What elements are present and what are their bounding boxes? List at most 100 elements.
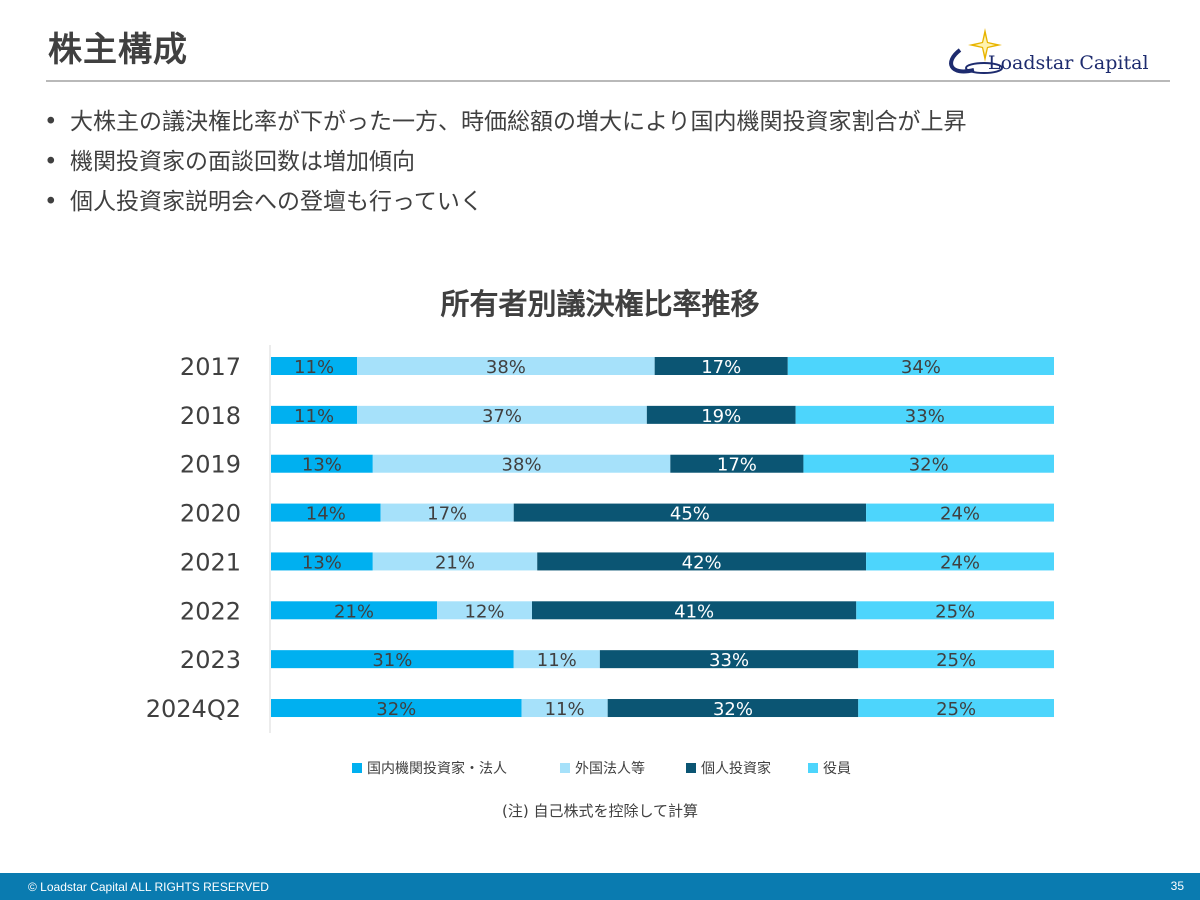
y-tick-label: 2020 <box>180 500 241 528</box>
stacked-bar-chart: 2017 11% 38% 17% 34% 2018 11% 37% 19% 33% 2019 13% 3… <box>146 345 1054 777</box>
y-tick-label: 2023 <box>180 646 241 674</box>
data-label: 13% <box>302 455 342 476</box>
data-label: 13% <box>302 552 342 573</box>
bar-segment <box>437 601 532 620</box>
data-label: 25% <box>936 699 976 720</box>
bar-segment <box>795 405 1054 424</box>
page-number: 35 <box>1170 879 1184 893</box>
bullet-item: • 機関投資家の面談回数は増加傾向 <box>44 144 967 184</box>
legend-label: 国内機関投資家・法人 <box>367 760 507 777</box>
y-tick-label: 2018 <box>180 402 241 430</box>
data-label: 45% <box>670 504 710 525</box>
bar-segment <box>513 503 867 522</box>
y-tick-label: 2021 <box>180 548 241 576</box>
bar-segment <box>646 405 796 424</box>
bar-segment <box>357 357 655 375</box>
data-label: 17% <box>701 357 741 378</box>
bar-segment <box>380 503 514 522</box>
bar-segment <box>654 357 788 375</box>
bullet-item: • 個人投資家説明会への登壇も行っていく <box>44 184 967 224</box>
bar-segment <box>271 357 358 375</box>
bar-segment <box>513 650 600 669</box>
loadstar-logo-icon <box>949 28 1003 74</box>
bar-segment <box>803 454 1054 473</box>
data-label: 17% <box>717 455 757 476</box>
legend-label: 個人投資家 <box>701 760 771 777</box>
data-label: 25% <box>935 601 975 622</box>
bar-segment <box>607 699 859 718</box>
bar-segment <box>866 503 1054 522</box>
data-label: 11% <box>537 650 577 671</box>
bar-segment <box>271 503 381 522</box>
legend-swatch <box>352 763 362 773</box>
data-label: 21% <box>435 552 475 573</box>
bullet-dot: • <box>44 149 58 175</box>
bar-segment <box>271 601 438 620</box>
data-label: 14% <box>306 504 346 525</box>
bullet-dot: • <box>44 109 58 135</box>
bar-segment <box>271 699 522 718</box>
bar-segment <box>670 454 804 473</box>
data-label: 24% <box>940 552 980 573</box>
logo-text: Loadstar Capital <box>988 52 1149 74</box>
bar-segment <box>271 552 373 571</box>
data-label: 32% <box>713 699 753 720</box>
data-label: 33% <box>709 650 749 671</box>
data-label: 33% <box>905 406 945 427</box>
legend-swatch <box>808 763 818 773</box>
data-label: 24% <box>940 504 980 525</box>
bar-segment <box>271 650 514 669</box>
bar-segment <box>537 552 867 571</box>
bullet-text: 大株主の議決権比率が下がった一方、時価総額の増大により国内機関投資家割合が上昇 <box>70 109 967 135</box>
data-label: 31% <box>372 650 412 671</box>
bar-segment <box>521 699 608 718</box>
legend-label: 外国法人等 <box>575 760 645 777</box>
bar-segment <box>858 699 1054 718</box>
bar-segment <box>271 405 358 424</box>
bullet-dot: • <box>44 189 58 215</box>
data-label: 11% <box>545 699 585 720</box>
data-label: 34% <box>901 357 941 378</box>
data-label: 11% <box>294 406 334 427</box>
data-label: 42% <box>682 552 722 573</box>
legend-label: 役員 <box>823 761 851 777</box>
data-label: 38% <box>486 357 526 378</box>
y-tick-label: 2024Q2 <box>146 695 241 723</box>
data-label: 11% <box>294 357 334 378</box>
bar-segment <box>856 601 1054 620</box>
data-label: 25% <box>936 650 976 671</box>
title-divider <box>46 80 1170 82</box>
data-label: 38% <box>502 455 542 476</box>
bar-segment <box>787 357 1054 375</box>
legend-swatch <box>560 763 570 773</box>
data-label: 37% <box>482 406 522 427</box>
bullet-item: • 大株主の議決権比率が下がった一方、時価総額の増大により国内機関投資家割合が上昇 <box>44 104 967 144</box>
bar-segment <box>372 454 671 473</box>
y-tick-label: 2019 <box>180 451 241 479</box>
data-label: 32% <box>376 699 416 720</box>
bar-segment <box>357 405 647 424</box>
data-label: 12% <box>465 601 505 622</box>
bar-segment <box>372 552 538 571</box>
page-title: 株主構成 <box>48 30 188 70</box>
data-label: 21% <box>334 601 374 622</box>
copyright-text: © Loadstar Capital ALL RIGHTS RESERVED <box>28 880 269 894</box>
footer-bar: © Loadstar Capital ALL RIGHTS RESERVED 3… <box>0 873 1200 900</box>
bar-segment <box>599 650 859 669</box>
y-tick-label: 2017 <box>180 353 241 381</box>
data-label: 41% <box>674 601 714 622</box>
bullet-text: 機関投資家の面談回数は増加傾向 <box>70 149 415 175</box>
bar-segment <box>858 650 1054 669</box>
bar-segment <box>532 601 857 620</box>
bullet-list: • 大株主の議決権比率が下がった一方、時価総額の増大により国内機関投資家割合が上昇… <box>44 104 967 224</box>
bar-segment <box>866 552 1054 571</box>
bar-segment <box>271 454 373 473</box>
y-tick-label: 2022 <box>180 597 241 625</box>
footnote: (注) 自己株式を控除して計算 <box>501 802 699 820</box>
legend-swatch <box>686 763 696 773</box>
bullet-text: 個人投資家説明会への登壇も行っていく <box>70 189 483 215</box>
chart-title: 所有者別議決権比率推移 <box>440 287 760 321</box>
data-label: 32% <box>909 455 949 476</box>
data-label: 17% <box>427 504 467 525</box>
data-label: 19% <box>701 406 741 427</box>
